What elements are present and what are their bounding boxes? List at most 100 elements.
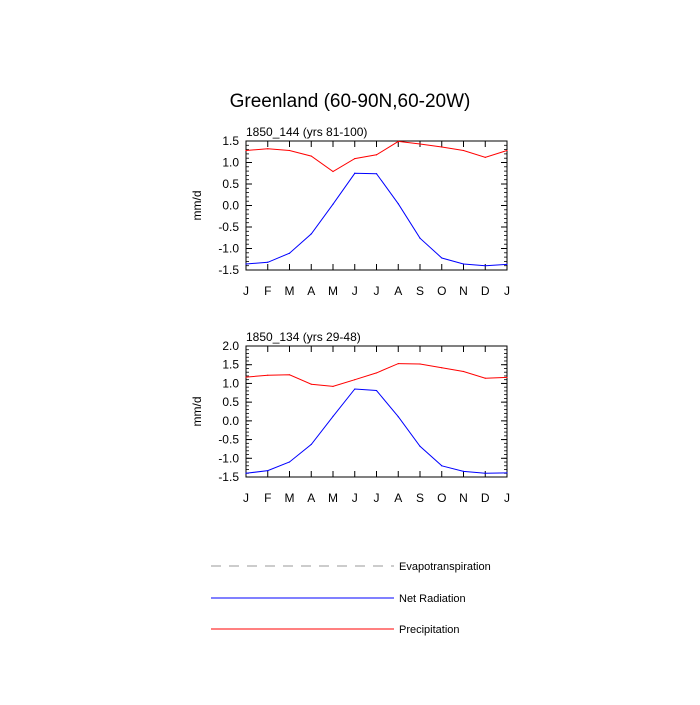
x-tick-label: J: [243, 284, 249, 298]
x-tick-label: M: [328, 284, 338, 298]
data-point: [354, 379, 356, 381]
data-point: [354, 172, 356, 174]
x-tick-label: J: [352, 284, 358, 298]
data-point: [245, 149, 247, 152]
data-point: [332, 415, 334, 417]
y-axis-label: mm/d: [190, 191, 204, 221]
data-point: [397, 416, 399, 418]
x-tick-label: N: [459, 491, 468, 505]
series-line-net-radiation: [245, 388, 508, 474]
y-tick-label: -1.0: [218, 451, 239, 465]
chart-panels: 1850_144 (yrs 81-100) 1.5 1.0 0.5 0.0 -0.5 -1.…: [190, 125, 510, 505]
x-tick-label: J: [374, 491, 380, 505]
x-tick-label: O: [437, 491, 446, 505]
y-tick-label: -1.5: [218, 263, 239, 277]
x-tick-label: F: [264, 284, 271, 298]
data-point: [462, 470, 465, 472]
plot-frame: [245, 345, 508, 478]
legend-label: Net Radiation: [399, 593, 466, 605]
legend-label: Precipitation: [399, 624, 460, 636]
data-point: [397, 203, 399, 205]
data-point: [441, 367, 443, 369]
data-point: [484, 265, 486, 267]
panel-1: 1850_144 (yrs 81-100) 1.5 1.0 0.5 0.0 -0.5 -1.…: [190, 125, 510, 298]
y-tick-label: 0.5: [222, 395, 239, 409]
data-point: [310, 443, 312, 446]
x-tick-label: A: [307, 284, 315, 298]
data-point: [267, 374, 269, 376]
series-line-net-radiation: [245, 172, 508, 267]
data-point: [441, 257, 443, 259]
data-point: [245, 263, 247, 265]
y-tick-label: 1.0: [222, 376, 239, 390]
x-tick-label: J: [374, 284, 380, 298]
data-point: [419, 363, 421, 365]
x-tick-label: N: [459, 284, 468, 298]
data-point: [375, 372, 378, 374]
data-point: [288, 149, 291, 152]
data-point: [397, 362, 399, 365]
y-tick-label: 2.0: [222, 339, 239, 353]
x-tick-label: D: [481, 284, 490, 298]
data-point: [506, 472, 508, 474]
data-point: [462, 370, 465, 373]
x-tick-label: A: [307, 491, 315, 505]
legend-item: Net Radiation: [211, 593, 466, 605]
x-tick-label: F: [264, 491, 271, 505]
data-point: [354, 158, 356, 160]
data-point: [462, 149, 465, 152]
plot-frame: [245, 140, 508, 271]
y-tick-label: 1.5: [222, 358, 239, 372]
chart-legend: Evapotranspiration Net Radiation Precipita…: [211, 561, 491, 636]
y-tick-label: 1.5: [222, 134, 239, 148]
data-point: [484, 472, 486, 474]
y-tick-label: -1.5: [218, 470, 239, 484]
x-tick-label: D: [481, 491, 490, 505]
x-tick-label: S: [416, 491, 424, 505]
data-point: [332, 203, 334, 205]
data-point: [441, 465, 443, 467]
x-tick-label: J: [504, 284, 510, 298]
data-point: [267, 470, 269, 472]
data-point: [484, 156, 486, 158]
x-tick-label: J: [243, 491, 249, 505]
data-point: [506, 376, 508, 379]
data-point: [506, 263, 508, 266]
data-point: [375, 173, 378, 175]
y-tick-label: -0.5: [218, 433, 239, 447]
x-tick-label: J: [504, 491, 510, 505]
data-point: [310, 383, 312, 385]
data-point: [484, 377, 486, 379]
x-tick-label: A: [394, 284, 402, 298]
x-tick-label: M: [328, 491, 338, 505]
series-line-precipitation: [245, 363, 508, 387]
data-point: [397, 140, 399, 143]
y-tick-label: 0.5: [222, 177, 239, 191]
data-point: [245, 472, 247, 474]
legend-item: Evapotranspiration: [211, 561, 491, 573]
data-point: [245, 376, 247, 378]
chart-title: Greenland (60-90N,60-20W): [230, 91, 471, 112]
y-tick-label: -1.0: [218, 242, 239, 256]
x-tick-label: J: [352, 491, 358, 505]
data-point: [375, 154, 378, 156]
x-tick-label: M: [285, 491, 295, 505]
data-point: [354, 388, 356, 390]
data-point: [267, 261, 269, 263]
panel-title: 1850_144 (yrs 81-100): [246, 125, 367, 139]
y-tick-label: 0.0: [222, 199, 239, 213]
data-point: [462, 263, 465, 265]
y-tick-label: 1.0: [222, 156, 239, 170]
data-point: [506, 149, 508, 152]
data-point: [375, 389, 378, 392]
data-point: [332, 170, 334, 173]
y-tick-label: -0.5: [218, 220, 239, 234]
x-tick-label: O: [437, 284, 446, 298]
y-tick-label: 0.0: [222, 414, 239, 428]
data-point: [288, 374, 291, 376]
x-tick-label: S: [416, 284, 424, 298]
legend-item: Precipitation: [211, 624, 460, 636]
panel-2: 1850_134 (yrs 29-48) 2.0 1.5 1.0 0.5 0.0 -0.5 -…: [190, 330, 510, 505]
data-point: [267, 148, 269, 150]
